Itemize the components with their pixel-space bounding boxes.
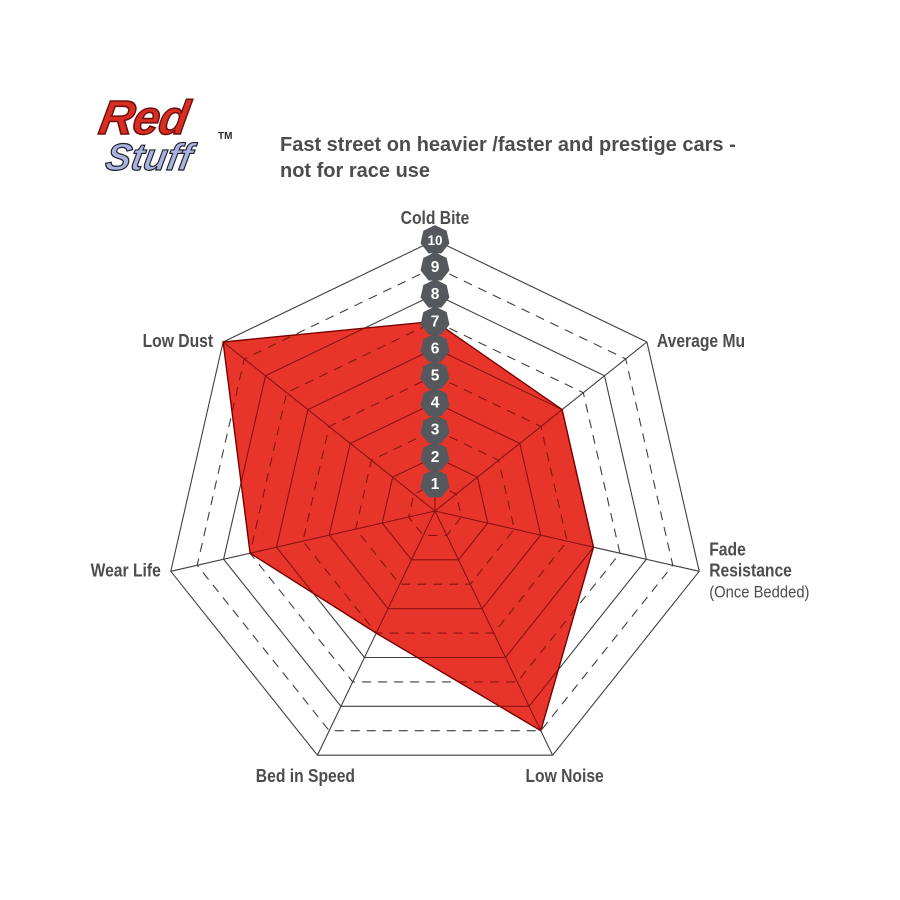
svg-text:Wear Life: Wear Life bbox=[91, 560, 161, 580]
svg-text:2: 2 bbox=[431, 449, 440, 466]
svg-text:10: 10 bbox=[427, 233, 442, 248]
svg-text:3: 3 bbox=[431, 422, 440, 439]
svg-text:7: 7 bbox=[431, 313, 440, 330]
svg-text:(Once Bedded): (Once Bedded) bbox=[709, 582, 809, 601]
svg-text:Resistance: Resistance bbox=[709, 560, 792, 580]
svg-text:8: 8 bbox=[431, 286, 440, 303]
svg-text:1: 1 bbox=[431, 476, 440, 493]
svg-text:9: 9 bbox=[431, 259, 440, 276]
svg-text:4: 4 bbox=[431, 395, 440, 412]
svg-text:Low Dust: Low Dust bbox=[143, 331, 214, 351]
svg-text:Fade: Fade bbox=[709, 539, 746, 559]
svg-text:5: 5 bbox=[431, 368, 440, 385]
svg-text:6: 6 bbox=[431, 340, 440, 357]
svg-text:Average Mu: Average Mu bbox=[657, 331, 745, 351]
svg-text:Cold Bite: Cold Bite bbox=[401, 208, 470, 228]
svg-text:Bed in Speed: Bed in Speed bbox=[256, 766, 355, 786]
svg-text:Low Noise: Low Noise bbox=[525, 766, 603, 786]
